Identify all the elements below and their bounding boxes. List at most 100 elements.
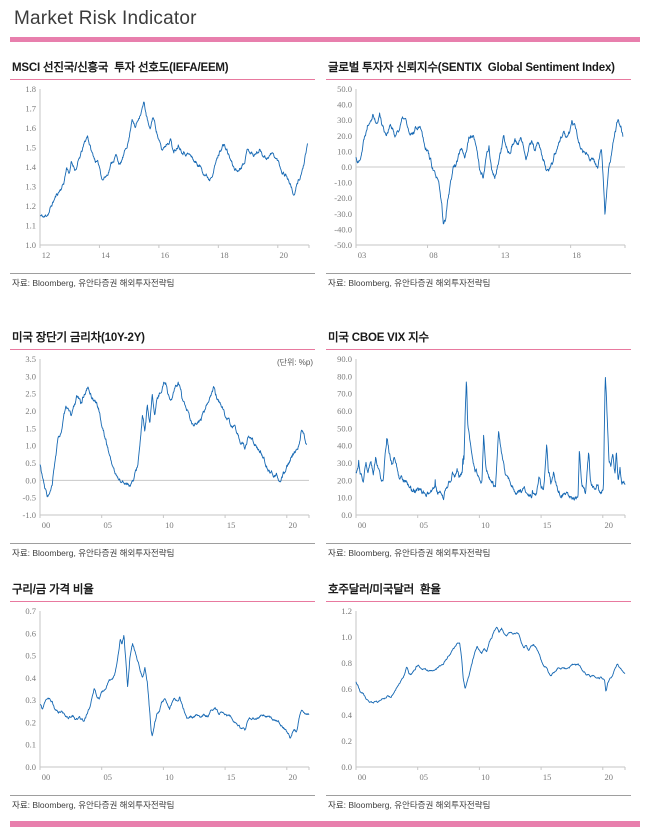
line-chart-sentix: 50.0 40.0 30.0 20.0 10.0 0.0 -10.0 -20.0 -30.0 -4…	[326, 83, 631, 263]
line-chart-iefa-eem: 1.8 1.7 1.6 1.5 1.4 1.3 1.2 1.1 1.0 12 14 16 18 20	[10, 83, 315, 263]
svg-text:60.0: 60.0	[337, 406, 352, 416]
svg-text:-50.0: -50.0	[334, 240, 352, 250]
svg-text:50.0: 50.0	[337, 423, 352, 433]
line-chart-copper-gold: 0.7 0.6 0.5 0.4 0.3 0.2 0.1 0.0 00 05 10 15 20	[10, 605, 315, 785]
svg-text:50.0: 50.0	[337, 84, 352, 94]
svg-text:0.0: 0.0	[25, 475, 36, 485]
chart-grid: MSCI 선진국/신흥국 투자 선호도(IEFA/EEM) 1.8 1.7 1.6 1…	[0, 59, 651, 811]
svg-text:14: 14	[101, 250, 110, 260]
chart-title: 글로벌 투자자 신뢰지수(SENTIX Global Sentiment Ind…	[326, 59, 631, 80]
chart-block-copper-gold: 구리/금 가격 비율 0.7 0.6 0.5 0.4 0.3 0.2 0.1 0.0 00 05 1…	[10, 581, 315, 811]
unit-label: (단위: %p)	[276, 358, 313, 367]
source-note: 자료: Bloomberg, 유안타증권 해외투자전략팀	[10, 543, 315, 559]
svg-text:90.0: 90.0	[337, 354, 352, 364]
svg-text:1.0: 1.0	[25, 240, 36, 250]
svg-text:0.7: 0.7	[25, 606, 36, 616]
svg-text:16: 16	[161, 250, 170, 260]
svg-text:0.6: 0.6	[341, 684, 352, 694]
svg-text:3.5: 3.5	[25, 354, 36, 364]
svg-text:2.0: 2.0	[25, 406, 36, 416]
chart-row-2: 미국 장단기 금리차(10Y-2Y) (단위: %p) 3.5 3.0 2.5 2.0…	[0, 329, 651, 559]
svg-text:80.0: 80.0	[337, 371, 352, 381]
chart-block-iefa-eem: MSCI 선진국/신흥국 투자 선호도(IEFA/EEM) 1.8 1.7 1.6 1…	[10, 59, 315, 289]
source-note: 자료: Bloomberg, 유안타증권 해외투자전략팀	[326, 795, 631, 811]
svg-text:2.5: 2.5	[25, 389, 36, 399]
svg-text:40.0: 40.0	[337, 100, 352, 110]
svg-text:00: 00	[358, 520, 367, 530]
svg-text:10.0: 10.0	[337, 493, 352, 503]
svg-text:20: 20	[605, 772, 614, 782]
page-title: Market Risk Indicator	[14, 8, 197, 29]
svg-text:20: 20	[280, 250, 289, 260]
chart-block-yield-spread: 미국 장단기 금리차(10Y-2Y) (단위: %p) 3.5 3.0 2.5 2.0…	[10, 329, 315, 559]
svg-text:20: 20	[289, 772, 298, 782]
svg-text:0.5: 0.5	[25, 458, 36, 468]
svg-text:1.1: 1.1	[25, 221, 36, 231]
svg-text:40.0: 40.0	[337, 441, 352, 451]
chart-block-audusd: 호주달러/미국달러 환율 1.2 1.0 0.8 0.6 0.4 0.2 0.0 00 05 10…	[326, 581, 631, 811]
svg-text:00: 00	[358, 772, 367, 782]
svg-text:0.0: 0.0	[25, 762, 36, 772]
svg-text:-1.0: -1.0	[23, 510, 36, 520]
svg-text:10: 10	[165, 520, 174, 530]
svg-text:0.8: 0.8	[341, 658, 352, 668]
svg-text:1.5: 1.5	[25, 423, 36, 433]
svg-text:1.0: 1.0	[341, 632, 352, 642]
svg-text:12: 12	[42, 250, 51, 260]
svg-text:-40.0: -40.0	[334, 224, 352, 234]
svg-text:0.0: 0.0	[341, 510, 352, 520]
svg-text:0.4: 0.4	[25, 673, 36, 683]
svg-text:05: 05	[419, 772, 428, 782]
svg-text:15: 15	[543, 772, 552, 782]
svg-text:1.7: 1.7	[25, 104, 36, 114]
svg-text:03: 03	[358, 250, 367, 260]
svg-text:1.5: 1.5	[25, 143, 36, 153]
line-chart-audusd: 1.2 1.0 0.8 0.6 0.4 0.2 0.0 00 05 10 15 20	[326, 605, 631, 785]
svg-text:1.0: 1.0	[25, 441, 36, 451]
svg-text:3.0: 3.0	[25, 371, 36, 381]
svg-text:05: 05	[103, 772, 112, 782]
chart-row-3: 구리/금 가격 비율 0.7 0.6 0.5 0.4 0.3 0.2 0.1 0.0 00 05 1…	[0, 581, 651, 811]
svg-text:08: 08	[429, 250, 438, 260]
svg-text:10: 10	[481, 520, 490, 530]
svg-text:0.5: 0.5	[25, 651, 36, 661]
svg-text:20: 20	[289, 520, 298, 530]
svg-text:1.2: 1.2	[341, 606, 352, 616]
svg-text:0.0: 0.0	[341, 162, 352, 172]
svg-text:0.2: 0.2	[341, 736, 352, 746]
source-note: 자료: Bloomberg, 유안타증권 해외투자전략팀	[326, 273, 631, 289]
chart-row-1: MSCI 선진국/신흥국 투자 선호도(IEFA/EEM) 1.8 1.7 1.6 1…	[0, 59, 651, 289]
chart-title: 미국 장단기 금리차(10Y-2Y)	[10, 329, 315, 350]
svg-text:0.2: 0.2	[25, 717, 36, 727]
svg-text:-20.0: -20.0	[334, 193, 352, 203]
svg-text:15: 15	[543, 520, 552, 530]
svg-text:10: 10	[481, 772, 490, 782]
svg-text:-30.0: -30.0	[334, 209, 352, 219]
svg-text:05: 05	[103, 520, 112, 530]
svg-text:20.0: 20.0	[337, 131, 352, 141]
svg-text:0.4: 0.4	[341, 710, 352, 720]
chart-title: 호주달러/미국달러 환율	[326, 581, 631, 602]
line-chart-vix: 90.0 80.0 70.0 60.0 50.0 40.0 30.0 20.0 10.0 0.0 0…	[326, 353, 631, 533]
chart-title: 미국 CBOE VIX 지수	[326, 329, 631, 350]
svg-text:20.0: 20.0	[337, 475, 352, 485]
svg-text:-10.0: -10.0	[334, 178, 352, 188]
svg-text:1.8: 1.8	[25, 84, 36, 94]
svg-text:00: 00	[42, 772, 51, 782]
svg-text:30.0: 30.0	[337, 115, 352, 125]
svg-text:0.1: 0.1	[25, 740, 36, 750]
bottom-accent-bar	[10, 821, 640, 827]
report-page: Market Risk Indicator MSCI 선진국/신흥국 투자 선호…	[0, 8, 651, 838]
svg-text:15: 15	[227, 520, 236, 530]
svg-text:13: 13	[501, 250, 510, 260]
svg-text:18: 18	[220, 250, 229, 260]
svg-text:1.6: 1.6	[25, 123, 36, 133]
chart-block-sentix: 글로벌 투자자 신뢰지수(SENTIX Global Sentiment Ind…	[326, 59, 631, 289]
chart-title: MSCI 선진국/신흥국 투자 선호도(IEFA/EEM)	[10, 59, 315, 80]
svg-text:0.6: 0.6	[25, 628, 36, 638]
source-note: 자료: Bloomberg, 유안타증권 해외투자전략팀	[10, 273, 315, 289]
svg-text:1.2: 1.2	[25, 201, 36, 211]
svg-text:10.0: 10.0	[337, 146, 352, 156]
source-note: 자료: Bloomberg, 유안타증권 해외투자전략팀	[326, 543, 631, 559]
svg-text:05: 05	[419, 520, 428, 530]
